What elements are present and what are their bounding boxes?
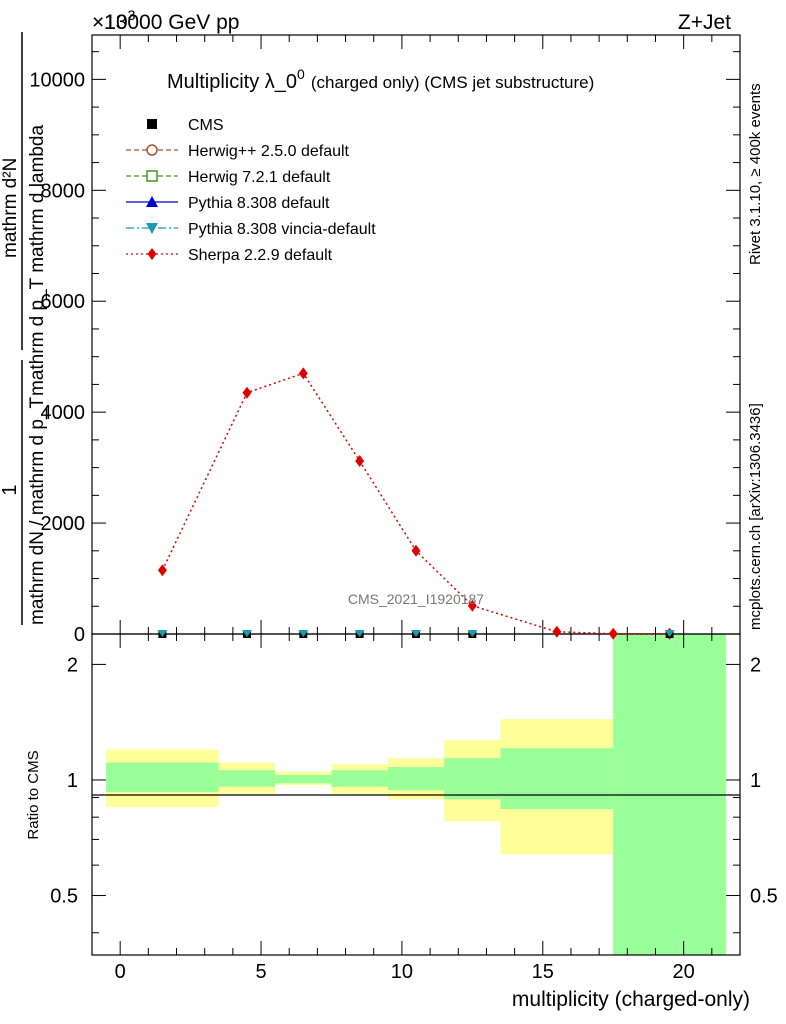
plot-title: Multiplicity λ_00 (charged only) (CMS jet… (167, 66, 594, 93)
ylabel-denominator: mathrm d p_T mathrm d lambda (27, 125, 48, 396)
vincia-point (241, 630, 252, 637)
x-tick-label: 0 (115, 961, 126, 983)
process-label: Z+Jet (678, 11, 731, 34)
sherpa-point (157, 564, 167, 577)
sherpa-point (467, 599, 477, 612)
x-tick-label: 15 (532, 961, 554, 983)
sherpa-point (411, 544, 421, 557)
sherpa-point (298, 367, 308, 380)
analysis-watermark: CMS_2021_I1920187 (348, 591, 484, 607)
vincia-point (298, 630, 309, 637)
ratio-y-tick-label-left: 2 (67, 654, 78, 676)
ratio-y-tick-label-left: 0.5 (50, 886, 78, 908)
vincia-point (664, 630, 675, 637)
x-tick-label: 10 (391, 961, 413, 983)
rivet-label: Rivet 3.1.10, ≥ 400k events (747, 83, 764, 265)
legend-label: Herwig++ 2.5.0 default (188, 143, 350, 160)
legend-marker (146, 196, 158, 207)
ratio-y-label: Ratio to CMS (25, 750, 42, 839)
legend-marker (146, 223, 158, 234)
x-axis-label: multiplicity (charged-only) (512, 988, 750, 1011)
axis-ticks: 0 5 10 15 20 0 2000 4000 6000 8000 10000 0.5 0.5 1 1 2 2 (29, 35, 778, 983)
legend-marker (146, 144, 158, 156)
legend-marker (147, 248, 157, 260)
ratio-band-inner (500, 748, 614, 810)
y-tick-label: 4000 (41, 402, 86, 424)
ratio-y-tick-label-right: 0.5 (750, 886, 778, 908)
mcplots-label: mcplots.cern.ch [arXiv:1306.3436] (747, 403, 764, 630)
ratio-y-tick-label-left: 1 (67, 770, 78, 792)
y-tick-label: 10000 (29, 69, 85, 91)
ylabel-one: 1 (0, 484, 21, 495)
legend-label: Pythia 8.308 vincia-default (188, 221, 376, 238)
ratio-y-tick-label-right: 1 (750, 770, 761, 792)
ratio-band-inner (275, 775, 332, 784)
energy-label: 13000 GeV pp (104, 11, 239, 34)
main-series (157, 367, 675, 640)
vincia-point (467, 630, 478, 637)
ratio-band-inner (444, 758, 501, 800)
y-tick-label: 0 (74, 624, 85, 646)
sherpa-point (355, 454, 365, 467)
vincia-point (354, 630, 365, 637)
y-tick-label: 2000 (41, 513, 86, 535)
x-tick-label: 5 (255, 961, 266, 983)
sherpa-point (242, 386, 252, 399)
ratio-y-tick-label-right: 2 (750, 654, 761, 676)
legend: CMS Herwig++ 2.5.0 default Herwig 7.2.1 de… (126, 117, 376, 264)
ylabel-numerator: mathrm d²N (0, 158, 21, 258)
legend-marker (147, 119, 157, 129)
sherpa-point (552, 625, 562, 638)
ratio-band-inner (387, 767, 445, 791)
legend-marker (146, 170, 158, 182)
main-y-axis-label: 1 mathrm dN / mathrm d p_T mathrm d²N ma… (0, 32, 48, 625)
legend-label: Pythia 8.308 default (188, 195, 330, 212)
ylabel-prefix-denominator: mathrm dN / mathrm d p_T (27, 397, 48, 625)
y-tick-label: 8000 (41, 180, 86, 202)
exponent-label: ×103 (92, 7, 136, 34)
ratio-band-inner (218, 770, 276, 787)
y-tick-label: 6000 (41, 291, 86, 313)
legend-label: Herwig 7.2.1 default (188, 169, 331, 186)
sherpa-point (608, 627, 618, 640)
ratio-band-inner (331, 770, 388, 787)
vincia-point (157, 630, 168, 637)
legend-label: CMS (188, 117, 224, 134)
vincia-point (411, 630, 421, 637)
x-tick-label: 20 (673, 961, 695, 983)
ratio-band-inner (106, 762, 219, 793)
legend-label: Sherpa 2.2.9 default (188, 247, 333, 264)
